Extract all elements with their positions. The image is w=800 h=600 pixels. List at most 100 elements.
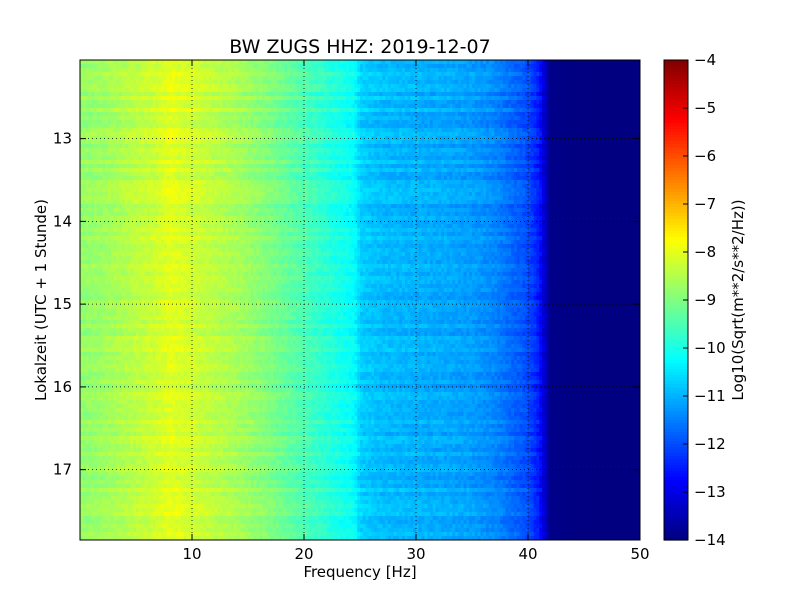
heatmap-cell xyxy=(427,88,431,93)
heatmap-cell xyxy=(561,132,565,137)
heatmap-cell xyxy=(374,72,378,77)
heatmap-cell xyxy=(567,64,571,69)
heatmap-cell xyxy=(351,116,355,121)
heatmap-cell xyxy=(469,124,473,129)
heatmap-cell xyxy=(186,64,190,69)
heatmap-cell xyxy=(488,116,493,121)
heatmap-cell xyxy=(452,128,456,133)
heatmap-cell xyxy=(180,76,185,81)
heatmap-cell xyxy=(435,136,439,141)
heatmap-cell xyxy=(102,100,106,105)
heatmap-cell xyxy=(586,92,591,97)
heatmap-cell xyxy=(365,128,369,133)
heatmap-cell xyxy=(511,144,515,149)
heatmap-cell xyxy=(432,64,437,69)
heatmap-cell xyxy=(628,72,633,77)
heatmap-cell xyxy=(595,104,599,109)
heatmap-cell xyxy=(208,124,213,129)
heatmap-cell xyxy=(85,128,89,133)
heatmap-cell xyxy=(533,128,537,133)
heatmap-cell xyxy=(477,88,481,93)
heatmap-cell xyxy=(180,116,185,121)
heatmap-cell xyxy=(491,96,495,101)
heatmap-cell xyxy=(438,112,442,117)
heatmap-cell xyxy=(318,136,322,141)
heatmap-cell xyxy=(225,120,229,125)
heatmap-cell xyxy=(572,140,577,145)
heatmap-cell xyxy=(418,64,423,69)
heatmap-cell xyxy=(340,136,344,141)
heatmap-cell xyxy=(500,116,504,121)
heatmap-cell xyxy=(598,132,602,137)
heatmap-cell xyxy=(214,100,218,105)
heatmap-cell xyxy=(130,64,134,69)
heatmap-cell xyxy=(360,140,364,145)
heatmap-cell xyxy=(533,120,537,125)
heatmap-cell xyxy=(85,84,89,89)
heatmap-cell xyxy=(340,116,344,121)
heatmap-cell xyxy=(348,92,353,97)
heatmap-cell xyxy=(365,116,369,121)
heatmap-cell xyxy=(290,96,294,101)
heatmap-cell xyxy=(284,128,288,133)
heatmap-cell xyxy=(340,80,344,85)
heatmap-cell xyxy=(309,80,313,85)
heatmap-cell xyxy=(357,144,361,149)
heatmap-cell xyxy=(360,116,364,121)
heatmap-cell xyxy=(427,64,431,69)
heatmap-cell xyxy=(460,128,465,133)
heatmap-cell xyxy=(497,88,501,93)
heatmap-cell xyxy=(141,84,145,89)
heatmap-cell xyxy=(623,96,627,101)
heatmap-cell xyxy=(334,84,339,89)
heatmap-cell xyxy=(332,124,336,129)
heatmap-cell xyxy=(614,88,619,93)
heatmap-cell xyxy=(480,108,484,113)
heatmap-cell xyxy=(567,112,571,117)
heatmap-cell xyxy=(631,136,635,141)
heatmap-cell xyxy=(348,144,353,149)
heatmap-cell xyxy=(144,76,148,81)
heatmap-cell xyxy=(340,68,344,73)
heatmap-cell xyxy=(315,120,319,125)
heatmap-cell xyxy=(256,60,260,65)
heatmap-cell xyxy=(186,128,190,133)
heatmap-cell xyxy=(99,76,103,81)
heatmap-cell xyxy=(430,132,434,137)
heatmap-cell xyxy=(547,88,551,93)
heatmap-cell xyxy=(634,140,638,145)
heatmap-cell xyxy=(155,100,159,105)
heatmap-cell xyxy=(418,104,423,109)
heatmap-cell xyxy=(164,60,168,65)
heatmap-cell xyxy=(542,128,546,133)
heatmap-cell xyxy=(511,104,515,109)
heatmap-cell xyxy=(102,104,106,109)
heatmap-cell xyxy=(418,120,423,125)
heatmap-cell xyxy=(122,68,126,73)
heatmap-cell xyxy=(514,108,518,113)
heatmap-cell xyxy=(242,76,246,81)
heatmap-cell xyxy=(365,100,369,105)
heatmap-cell xyxy=(542,76,546,81)
heatmap-cell xyxy=(273,68,277,73)
heatmap-cell xyxy=(631,120,635,125)
heatmap-cell xyxy=(628,128,633,133)
heatmap-cell xyxy=(360,96,364,101)
heatmap-cell xyxy=(122,84,126,89)
heatmap-cell xyxy=(407,92,411,97)
heatmap-cell xyxy=(446,112,451,117)
heatmap-cell xyxy=(122,148,126,153)
heatmap-cell xyxy=(113,64,117,69)
heatmap-cell xyxy=(379,76,383,81)
heatmap-cell xyxy=(166,108,171,113)
heatmap-cell xyxy=(407,60,411,65)
heatmap-cell xyxy=(553,116,557,121)
heatmap-cell xyxy=(589,128,593,133)
heatmap-cell xyxy=(388,100,392,105)
heatmap-cell xyxy=(242,128,246,133)
heatmap-cell xyxy=(91,112,95,117)
heatmap-cell xyxy=(480,104,484,109)
heatmap-cell xyxy=(141,136,145,141)
heatmap-cell xyxy=(567,88,571,93)
heatmap-cell xyxy=(278,144,283,149)
